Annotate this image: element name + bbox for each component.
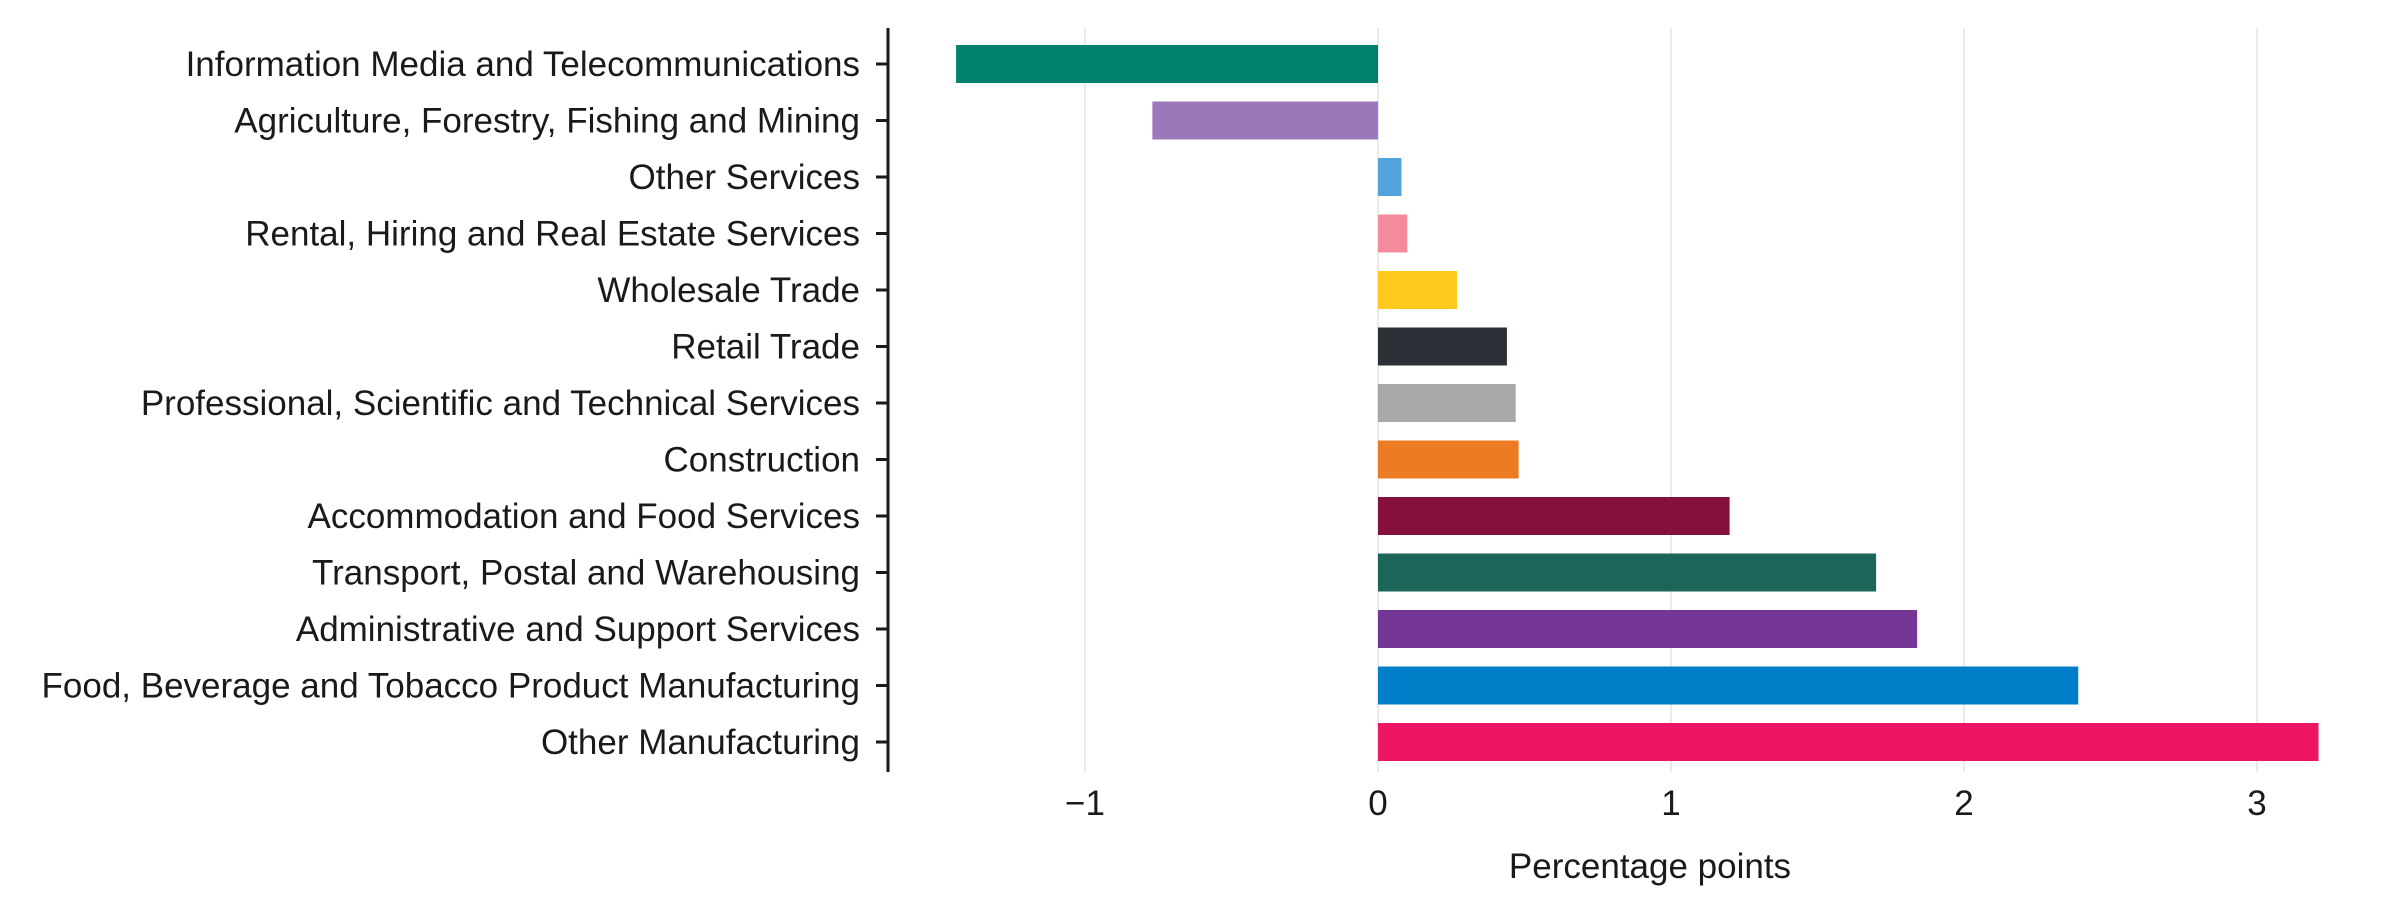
category-label: Administrative and Support Services xyxy=(296,610,860,649)
y-axis: Information Media and Telecommunications… xyxy=(42,28,890,772)
bar xyxy=(1378,158,1402,196)
category-label: Rental, Hiring and Real Estate Services xyxy=(245,215,860,254)
bar xyxy=(1378,723,2319,761)
gridlines xyxy=(1084,28,2258,772)
x-tick-label: 1 xyxy=(1661,784,1680,823)
bar xyxy=(956,45,1378,83)
bar xyxy=(1378,384,1516,422)
category-label: Retail Trade xyxy=(671,328,860,367)
category-label: Information Media and Telecommunications xyxy=(186,45,860,84)
bar xyxy=(1378,214,1408,253)
bar xyxy=(1378,271,1458,309)
x-tick-label: 0 xyxy=(1368,784,1387,823)
x-tick-label: 3 xyxy=(2247,784,2266,823)
x-axis-title: Percentage points xyxy=(1509,847,1791,886)
bars xyxy=(956,45,2319,761)
bar xyxy=(1378,327,1507,366)
bar xyxy=(1152,101,1378,140)
bar xyxy=(1378,497,1730,535)
bar xyxy=(1378,440,1519,479)
category-label: Other Services xyxy=(629,158,860,197)
bar xyxy=(1378,553,1877,592)
bar xyxy=(1378,610,1918,648)
category-label: Transport, Postal and Warehousing xyxy=(312,554,860,593)
category-label: Other Manufacturing xyxy=(541,723,860,762)
category-label: Wholesale Trade xyxy=(597,271,860,310)
x-axis: −1 0 1 2 3 xyxy=(1065,784,2267,823)
category-label: Accommodation and Food Services xyxy=(308,497,861,536)
category-label: Agriculture, Forestry, Fishing and Minin… xyxy=(234,102,860,141)
category-label: Professional, Scientific and Technical S… xyxy=(141,384,860,423)
category-label: Food, Beverage and Tobacco Product Manuf… xyxy=(42,667,860,706)
category-label: Construction xyxy=(664,441,860,480)
x-tick-label: −1 xyxy=(1065,784,1105,823)
bar xyxy=(1378,666,2079,705)
x-tick-label: 2 xyxy=(1954,784,1973,823)
